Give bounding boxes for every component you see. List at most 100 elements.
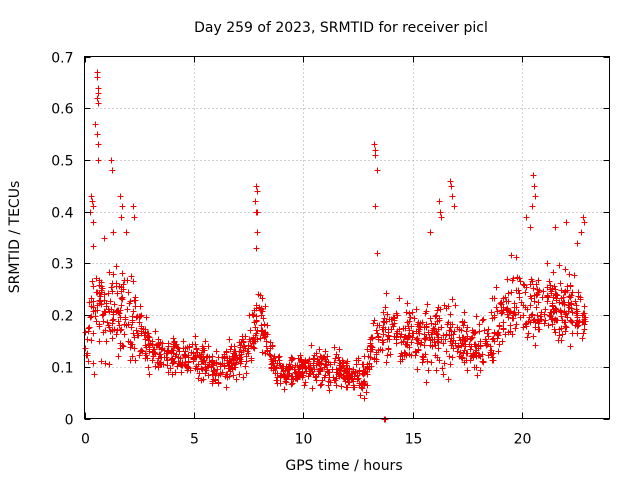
data-point [165, 369, 172, 376]
data-point [507, 322, 514, 329]
data-point [479, 317, 486, 324]
x-tick-label: 15 [405, 432, 423, 448]
y-tick-label: 0.1 [51, 361, 73, 377]
data-point [173, 341, 180, 348]
data-point [149, 349, 156, 356]
data-point [214, 366, 221, 373]
data-point [272, 370, 279, 377]
data-point [380, 318, 387, 325]
data-point [248, 355, 255, 362]
data-point [562, 266, 569, 273]
data-point [385, 332, 392, 339]
data-point [538, 309, 545, 316]
data-point [302, 379, 309, 386]
data-point [118, 214, 125, 221]
data-point [432, 313, 439, 320]
data-point [393, 340, 400, 347]
data-point [110, 309, 117, 316]
data-point [277, 380, 284, 387]
data-point [191, 354, 198, 361]
data-point [530, 285, 537, 292]
data-point [522, 289, 529, 296]
data-point [240, 374, 247, 381]
data-point [95, 100, 102, 107]
data-point [408, 339, 415, 346]
data-point [309, 385, 316, 392]
data-point [500, 319, 507, 326]
data-point [199, 366, 206, 373]
data-point [546, 278, 553, 285]
x-axis: 0 5 10 15 20 [81, 56, 532, 448]
data-point [286, 370, 293, 377]
data-point [477, 367, 484, 374]
data-point [223, 384, 230, 391]
data-point [94, 131, 101, 138]
data-point [110, 271, 117, 278]
data-point [580, 330, 587, 337]
data-point [440, 332, 447, 339]
data-point [344, 375, 351, 382]
data-point [372, 203, 379, 210]
data-point [357, 392, 364, 399]
data-point [232, 348, 239, 355]
data-point [568, 305, 575, 312]
data-point [292, 369, 299, 376]
data-point [393, 310, 400, 317]
data-point [315, 371, 322, 378]
data-point [526, 314, 533, 321]
data-point [434, 318, 441, 325]
data-point [511, 300, 518, 307]
data-point [490, 350, 497, 357]
data-point [452, 302, 459, 309]
data-point [131, 297, 138, 304]
data-point [527, 224, 534, 231]
data-point [530, 333, 537, 340]
data-point [208, 364, 215, 371]
data-point [105, 290, 112, 297]
data-point [309, 368, 316, 375]
data-point [321, 364, 328, 371]
data-point [198, 365, 205, 372]
data-point [408, 323, 415, 330]
data-point [169, 347, 176, 354]
data-point [490, 357, 497, 364]
data-point [227, 346, 234, 353]
grid-lines [84, 56, 610, 419]
data-point [517, 278, 524, 285]
data-point [127, 344, 134, 351]
data-point [95, 141, 102, 148]
data-point [459, 340, 466, 347]
data-point [464, 324, 471, 331]
data-point [121, 331, 128, 338]
data-point [168, 356, 175, 363]
data-point [143, 314, 150, 321]
data-point [569, 330, 576, 337]
data-point [90, 360, 97, 367]
data-point [257, 292, 264, 299]
data-point [379, 326, 386, 333]
data-point [94, 307, 101, 314]
data-point [102, 327, 109, 334]
data-point [287, 364, 294, 371]
data-point [434, 307, 441, 314]
x-tick-label: 20 [514, 432, 532, 448]
data-point [518, 299, 525, 306]
data-point [184, 344, 191, 351]
data-point [185, 365, 192, 372]
data-point [317, 382, 324, 389]
data-point [335, 354, 342, 361]
data-point [101, 291, 108, 298]
data-point [331, 359, 338, 366]
data-point [200, 376, 207, 383]
data-point [251, 307, 258, 314]
data-point [146, 346, 153, 353]
data-point [480, 316, 487, 323]
data-point [525, 330, 532, 337]
data-point [155, 355, 162, 362]
data-point [463, 328, 470, 335]
data-point [524, 334, 531, 341]
data-point [104, 319, 111, 326]
data-point [203, 367, 210, 374]
data-point [182, 348, 189, 355]
data-point [90, 219, 97, 226]
